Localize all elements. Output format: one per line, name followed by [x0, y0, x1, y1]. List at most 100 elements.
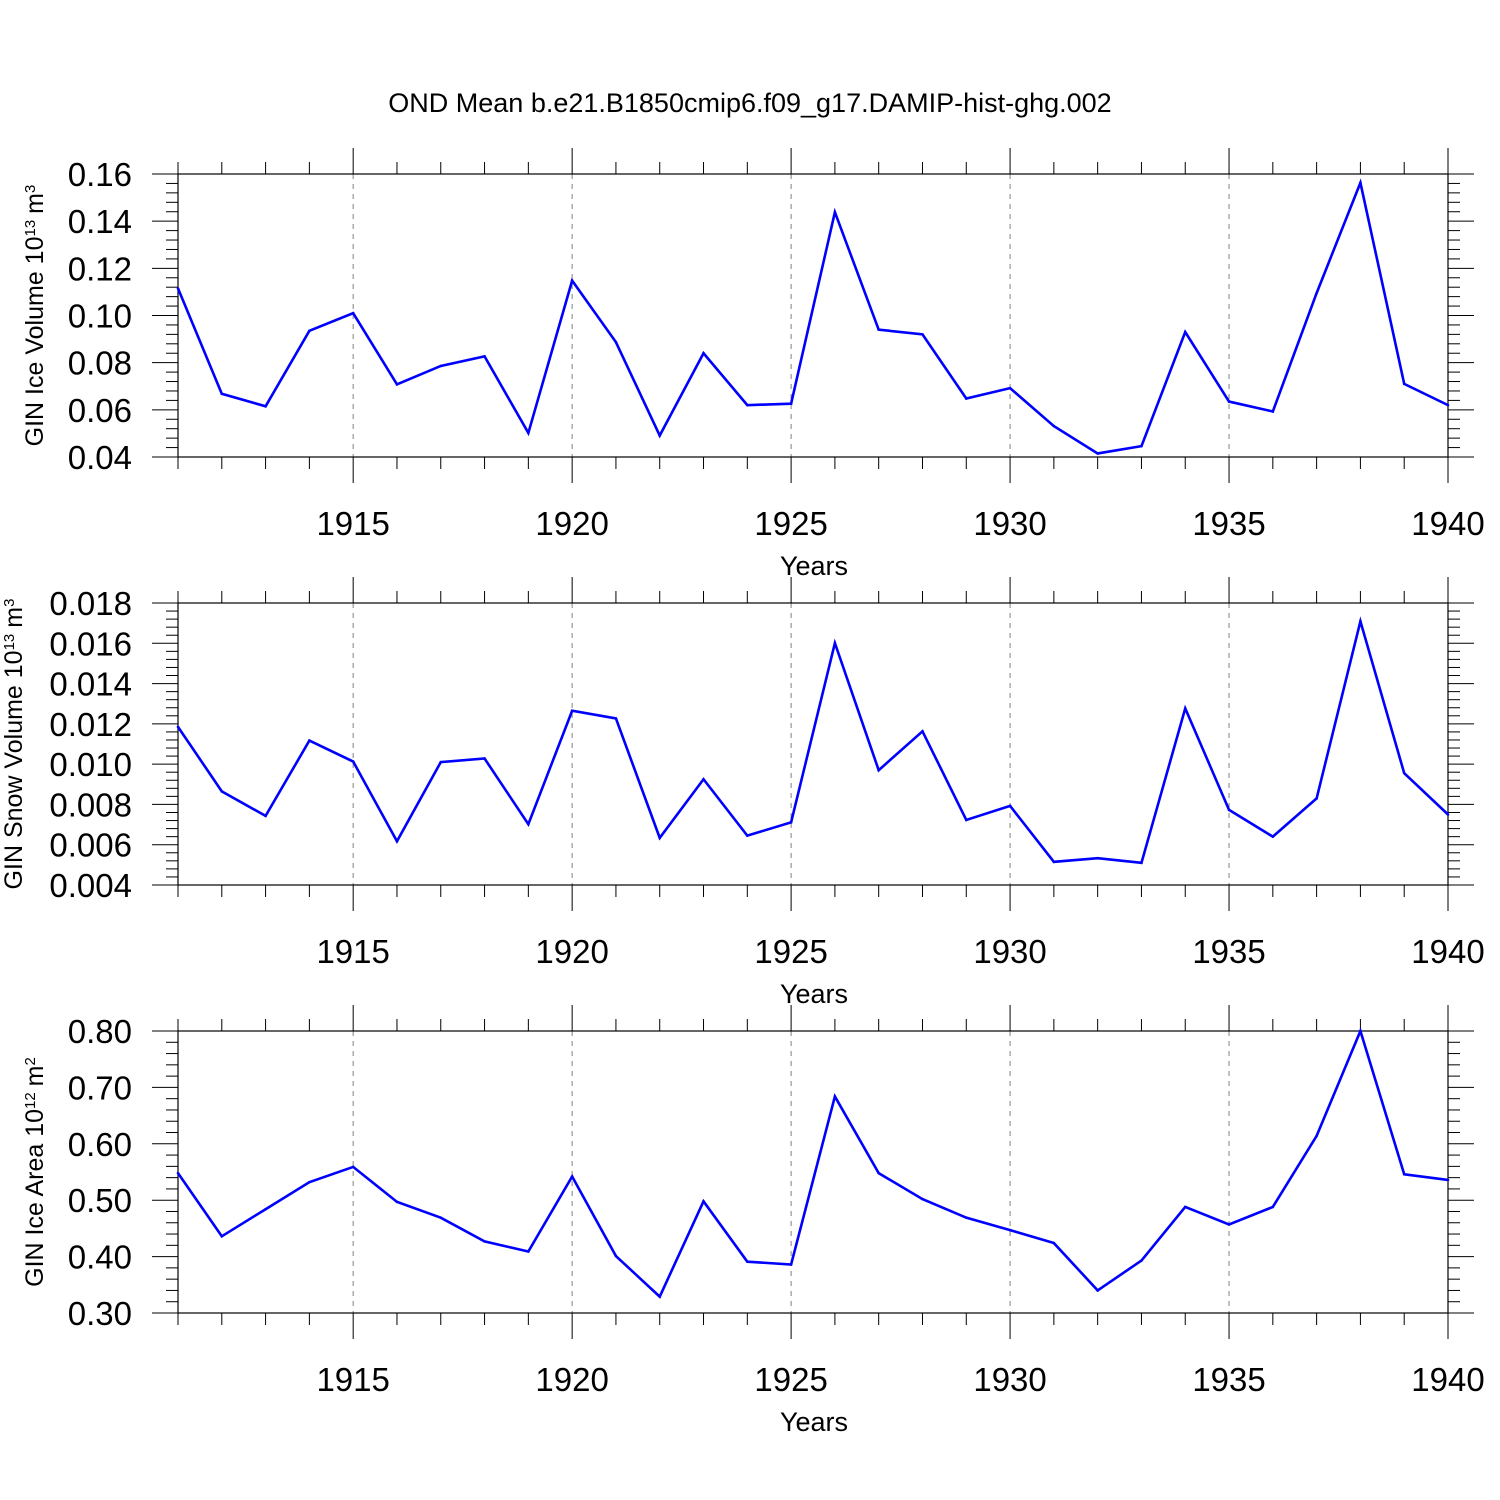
y-label-exponent: 13: [22, 220, 39, 237]
data-point: [308, 1180, 311, 1184]
data-point: [351, 760, 355, 763]
data-point: [395, 383, 399, 386]
series-line: [176, 178, 1449, 455]
data-point: [921, 1197, 924, 1201]
data-point: [614, 1254, 618, 1258]
x-tick-label: 1920: [535, 1361, 608, 1398]
y-tick-label: 0.10: [68, 298, 132, 335]
data-point: [877, 1171, 880, 1175]
data-point: [614, 717, 618, 720]
data-point: [176, 1171, 180, 1175]
figure-title: OND Mean b.e21.B1850cmip6.f09_g17.DAMIP-…: [388, 88, 1111, 118]
data-point: [877, 328, 880, 331]
data-point: [1227, 808, 1231, 812]
y-label-exponent: 12: [22, 1092, 39, 1109]
data-point: [395, 839, 399, 843]
data-point: [614, 340, 618, 344]
x-axis-label: Years: [780, 551, 848, 581]
data-point: [1008, 1228, 1012, 1232]
panels: 0.04 0.06 0.08 0.10 0.12 0.14 0.16 1915 1920 1925…: [0, 148, 1485, 1437]
data-point: [527, 431, 530, 435]
data-point: [1052, 424, 1056, 428]
y-tick-label: 0.08: [68, 345, 132, 382]
y-axis-label: GIN Ice Area 1012 m2: [21, 1057, 49, 1287]
chart-panel-1: 0.04 0.06 0.08 0.10 0.12 0.14 0.16 1915 1920 1925…: [21, 148, 1485, 581]
data-point: [220, 392, 224, 396]
data-point: [351, 311, 355, 315]
data-point: [483, 1240, 486, 1243]
data-point: [308, 329, 311, 333]
plot-frame: [177, 602, 1449, 886]
y-tick-label: 0.008: [49, 786, 132, 823]
data-point: [1183, 1205, 1187, 1209]
x-tick-label: 1925: [754, 933, 827, 970]
data-point: [1008, 804, 1012, 808]
plot-frame: [177, 1030, 1449, 1314]
data-point: [1446, 403, 1450, 407]
data-point: [1271, 410, 1275, 413]
y-tick-label: 0.16: [68, 156, 132, 193]
data-point: [264, 1207, 267, 1211]
y-tick-label: 0.70: [68, 1069, 132, 1106]
data-point: [746, 1260, 749, 1263]
data-point: [1315, 291, 1318, 295]
y-tick-label: 0.06: [68, 392, 132, 429]
x-tick-label: 1940: [1411, 933, 1484, 970]
data-point: [1052, 860, 1056, 864]
y-tick-label: 0.04: [68, 439, 132, 476]
data-point: [921, 730, 924, 733]
y-label-text: GIN Snow Volume 10: [0, 650, 28, 889]
x-tick-label: 1920: [535, 505, 608, 542]
data-point: [1402, 1172, 1406, 1176]
data-point: [439, 760, 443, 764]
data-point: [746, 834, 749, 837]
x-axis-label: Years: [780, 979, 848, 1009]
x-tick-label: 1935: [1192, 505, 1265, 542]
y-label-unit: m: [21, 1065, 49, 1086]
series-line: [176, 616, 1449, 865]
data-point: [1096, 452, 1099, 455]
data-point: [964, 397, 968, 400]
x-axis-label: Years: [780, 1407, 848, 1437]
data-point: [1183, 707, 1187, 710]
data-point: [833, 641, 837, 645]
x-tick-label: 1940: [1411, 505, 1484, 542]
y-tick-label: 0.30: [68, 1295, 132, 1332]
data-point: [1096, 856, 1099, 860]
data-point: [1359, 620, 1362, 623]
y-label-text: GIN Ice Area 10: [21, 1109, 49, 1287]
data-point: [1271, 835, 1275, 838]
data-point: [351, 1165, 355, 1169]
data-point: [1359, 1029, 1362, 1033]
x-tick-label: 1940: [1411, 1361, 1484, 1398]
x-tick-label: 1915: [316, 933, 389, 970]
data-point: [964, 818, 968, 822]
y-label-unit-exponent: 3: [22, 185, 39, 193]
data-point: [308, 739, 311, 742]
data-point: [789, 1263, 793, 1266]
y-label-unit: m: [0, 607, 28, 628]
data-point: [746, 403, 749, 407]
data-point: [176, 287, 180, 290]
data-point: [658, 434, 662, 437]
y-tick-label: 0.80: [68, 1013, 132, 1050]
data-point: [395, 1200, 399, 1204]
y-label-text: GIN Ice Volume 10: [21, 237, 49, 447]
y-tick-label: 0.14: [68, 203, 132, 240]
data-point: [877, 768, 880, 772]
y-label-unit-exponent: 3: [1, 599, 18, 607]
y-tick-label: 0.40: [68, 1239, 132, 1276]
data-point: [921, 333, 924, 336]
x-tick-label: 1930: [973, 933, 1046, 970]
y-axis-label: GIN Ice Volume 1013 m3: [21, 185, 49, 447]
data-point: [702, 351, 705, 355]
x-tick-label: 1925: [754, 1361, 827, 1398]
x-tick-label: 1915: [316, 505, 389, 542]
data-point: [176, 725, 180, 729]
data-point: [1140, 1259, 1143, 1262]
data-point: [527, 1250, 530, 1253]
x-tick-label: 1930: [973, 505, 1046, 542]
data-point: [1446, 1178, 1450, 1182]
data-point: [789, 821, 793, 824]
